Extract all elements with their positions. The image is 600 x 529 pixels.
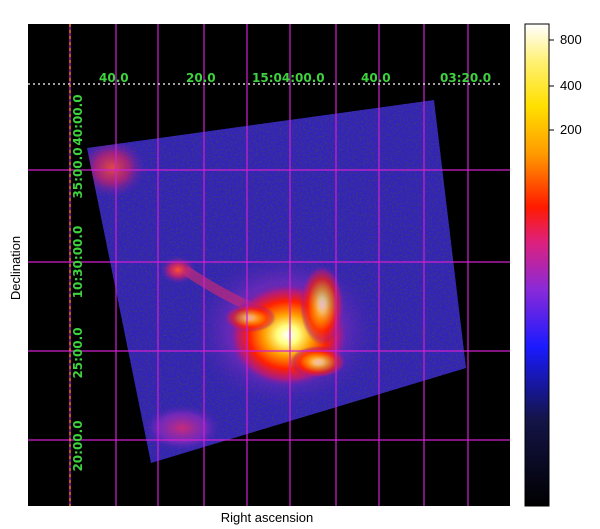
dec-tick-label: 40:00.0 xyxy=(71,94,85,145)
ra-tick-label: 20.0 xyxy=(186,71,216,85)
x-axis-label: Right ascension xyxy=(221,510,314,525)
dec-tick-label: 10:30:00.0 xyxy=(71,226,85,299)
colorbar: 800 400 200 xyxy=(524,23,582,507)
ra-tick-label: 40.0 xyxy=(361,71,391,85)
y-axis-label: Declination xyxy=(8,236,23,300)
ra-tick-label: 15:04:00.0 xyxy=(252,71,325,85)
dec-tick-label: 20:00.0 xyxy=(71,420,85,471)
ra-tick-label: 03:20.0 xyxy=(440,71,491,85)
ra-tick-label: 40.0 xyxy=(99,71,129,85)
colorbar-tick-label: 200 xyxy=(560,122,582,137)
dec-tick-label: 25:00.0 xyxy=(71,327,85,378)
dec-tick-label: 35:00.0 xyxy=(71,147,85,198)
coordinate-grid xyxy=(28,24,510,506)
dec-tick-labels: 40:00.0 35:00.0 10:30:00.0 25:00.0 20:00… xyxy=(71,94,85,471)
ra-tick-labels: 40.0 20.0 15:04:00.0 40.0 03:20.0 xyxy=(99,71,491,85)
colorbar-tick-label: 400 xyxy=(560,78,582,93)
colorbar-scale xyxy=(524,23,550,507)
colorbar-tick-label: 800 xyxy=(560,32,582,47)
